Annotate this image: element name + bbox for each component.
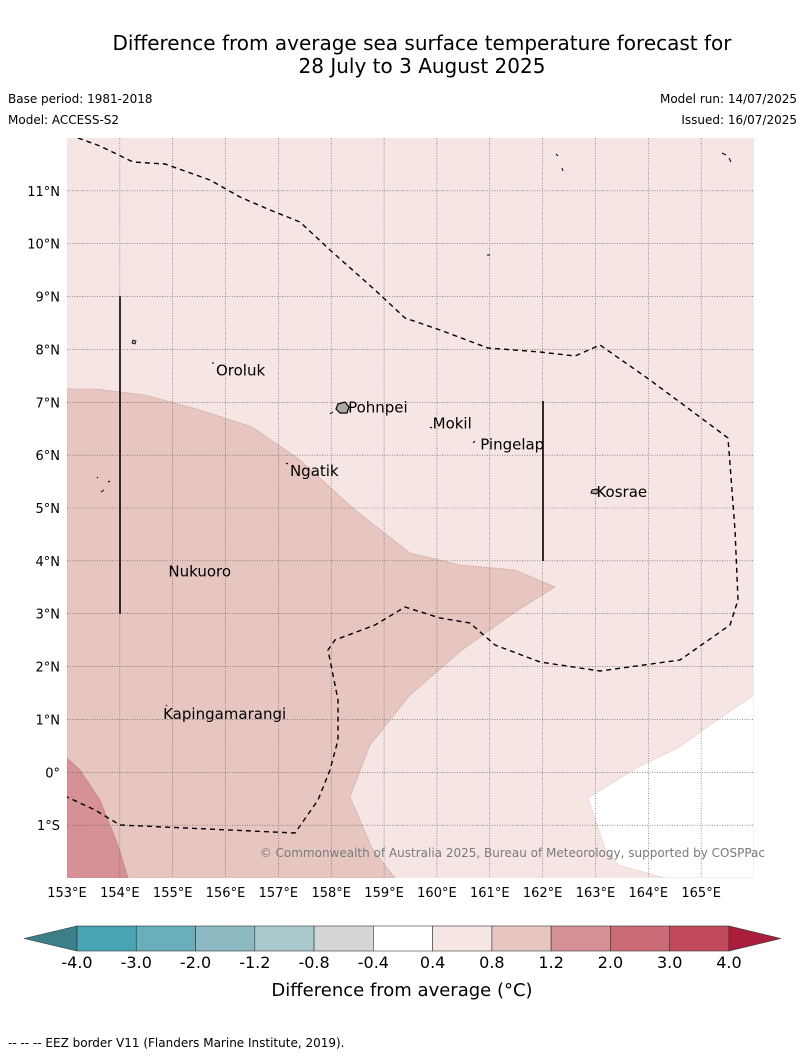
- latitude-label: 1°S: [37, 819, 60, 834]
- colorbar-segment: [610, 925, 670, 952]
- title-line-2: 28 July to 3 August 2025: [298, 54, 546, 78]
- latitude-label: 8°N: [36, 343, 61, 358]
- colorbar-tick-label: -1.2: [239, 953, 270, 972]
- latitude-label: 11°N: [27, 185, 60, 200]
- islets-north-2: [721, 152, 732, 163]
- place-label: Kapingamarangi: [163, 705, 286, 723]
- latitude-label: 3°N: [36, 608, 61, 623]
- kosrae-island: [590, 488, 600, 495]
- latitude-label: 9°N: [36, 291, 61, 306]
- colorbar-tick-label: -0.8: [298, 953, 329, 972]
- place-labels: Oroluk Pohnpei Mokil Pingelap Ngatik Kosrae Nu…: [163, 362, 647, 724]
- longitude-label: 153°E: [47, 886, 87, 901]
- islet-nukuoro: [170, 567, 174, 570]
- colorbar-segment: [432, 925, 493, 952]
- latitude-label: 0°: [45, 766, 60, 781]
- latitude-label: 5°N: [36, 502, 61, 517]
- map-title: Difference from average sea surface temp…: [40, 32, 804, 78]
- longitude-label: 155°E: [153, 886, 193, 901]
- latitude-labels: 11°N 10°N 9°N 8°N 7°N 6°N 5°N 4°N 3°N 2°N 1°N 0° 1°S: [27, 185, 60, 834]
- model-name: Model: ACCESS-S2: [8, 113, 120, 127]
- latitude-label: 2°N: [36, 661, 61, 676]
- longitude-label: 158°E: [311, 886, 351, 901]
- place-label: Kosrae: [596, 483, 647, 501]
- longitude-label: 163°E: [576, 886, 616, 901]
- longitude-label: 165°E: [681, 886, 721, 901]
- islet-mokil: [429, 426, 433, 429]
- colorbar-segment: [313, 925, 374, 952]
- latitude-label: 7°N: [36, 396, 61, 411]
- colorbar-min-extension: [23, 925, 78, 952]
- colorbar-tick-label: 3.0: [657, 953, 682, 972]
- latitude-label: 4°N: [36, 555, 61, 570]
- colorbar-segment: [135, 925, 196, 952]
- longitude-label: 156°E: [206, 886, 246, 901]
- latitude-label: 6°N: [36, 449, 61, 464]
- colorbar-tick-label: 1.2: [538, 953, 563, 972]
- map-plot-area: Oroluk Pohnpei Mokil Pingelap Ngatik Kosrae Nu…: [67, 138, 754, 878]
- colorbar-tick-label: 4.0: [716, 953, 741, 972]
- anomaly-band-0-4-neutral: [587, 694, 754, 878]
- longitude-label: 162°E: [523, 886, 563, 901]
- base-period: Base period: 1981-2018: [8, 92, 153, 106]
- colorbar-segment: [550, 925, 611, 952]
- map-gridlines: [67, 138, 754, 878]
- longitude-label: 164°E: [629, 886, 669, 901]
- pohnpei-island: [335, 401, 350, 414]
- colorbar-segment: [669, 925, 730, 952]
- colorbar-max-extension: [728, 925, 782, 952]
- eez-legend-note: -- -- -- EEZ border V11 (Flanders Marine…: [8, 1036, 345, 1050]
- model-run: Model run: 14/07/2025: [659, 92, 797, 106]
- longitude-label: 154°E: [100, 886, 140, 901]
- islet-west: [96, 476, 111, 493]
- longitude-label: 159°E: [364, 886, 404, 901]
- colorbar-segment: [195, 925, 256, 952]
- colorbar-segment: [373, 925, 433, 952]
- colorbar-tick-label: -0.4: [358, 953, 389, 972]
- islet-pingelap: [472, 440, 476, 444]
- colorbar-tick-label: 0.4: [420, 953, 445, 972]
- place-label: Oroluk: [216, 362, 265, 380]
- anomaly-band-0-8-to-1-2: [67, 388, 556, 878]
- colorbar: -4.0 -3.0 -2.0 -1.2 -0.8 -0.4 0.4 0.8 1.2 2.0 3.0 4…: [23, 925, 782, 972]
- longitude-labels: 153°E 154°E 155°E 156°E 157°E 158°E 159°E 160°E…: [47, 886, 721, 901]
- longitude-label: 161°E: [470, 886, 510, 901]
- colorbar-tick-label: -3.0: [121, 953, 152, 972]
- colorbar-label: Difference from average (°C): [271, 980, 533, 1001]
- islet-pohnpei-west: [329, 411, 334, 415]
- colorbar-segment: [491, 925, 552, 952]
- islets-north-1: [555, 153, 564, 172]
- copyright-notice: © Commonwealth of Australia 2025, Bureau…: [260, 846, 765, 860]
- colorbar-tick-label: -2.0: [180, 953, 211, 972]
- place-label: Ngatik: [290, 462, 339, 480]
- islet-kapingamarangi: [165, 704, 168, 707]
- longitude-label: 157°E: [259, 886, 299, 901]
- eez-border-north: [67, 138, 739, 834]
- islet-154e: [131, 339, 137, 345]
- colorbar-segment: [254, 925, 315, 952]
- place-label: Pohnpei: [348, 399, 408, 417]
- place-label: Mokil: [433, 414, 472, 432]
- place-label: Nukuoro: [168, 562, 231, 580]
- colorbar-tick-label: 2.0: [598, 953, 623, 972]
- colorbar-tick-label: 0.8: [479, 953, 504, 972]
- colorbar-segment: [76, 925, 137, 952]
- latitude-label: 1°N: [36, 713, 61, 728]
- anomaly-band-1-2-to-2-0: [67, 757, 129, 878]
- place-label: Pingelap: [480, 436, 544, 454]
- longitude-label: 160°E: [417, 886, 457, 901]
- latitude-label: 10°N: [27, 238, 60, 253]
- islet-ngatik: [285, 462, 289, 465]
- colorbar-tick-label: -4.0: [61, 953, 92, 972]
- title-line-1: Difference from average sea surface temp…: [112, 31, 732, 55]
- issued-date: Issued: 16/07/2025: [681, 113, 797, 127]
